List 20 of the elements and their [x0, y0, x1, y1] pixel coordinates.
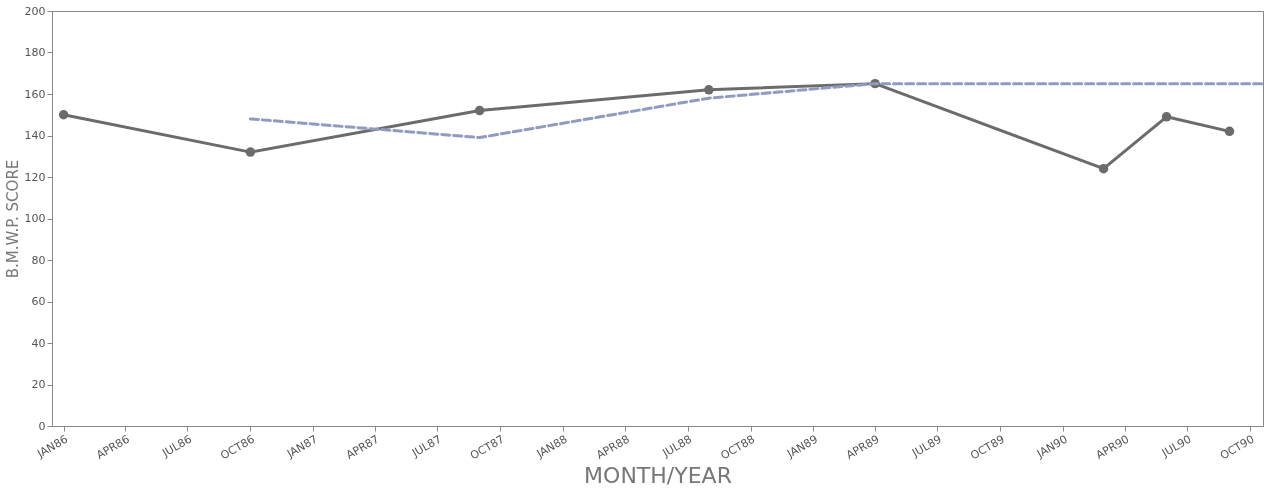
point — [474, 105, 485, 116]
point — [704, 85, 714, 95]
y-tick-label: 20 — [31, 378, 46, 391]
y-tick-label: 120 — [24, 170, 46, 184]
x-axis-title: MONTH/YEAR — [584, 462, 732, 488]
point — [245, 147, 256, 157]
y-tick-label: 80 — [31, 253, 46, 267]
point — [1098, 163, 1109, 174]
y-tick-label: 200 — [24, 4, 46, 18]
point — [1224, 126, 1235, 137]
y-tick-label: 160 — [24, 87, 46, 101]
y-tick-label: 60 — [31, 295, 46, 308]
y-tick-label: 100 — [24, 212, 46, 225]
y-tick-label: 140 — [24, 129, 46, 142]
point — [1161, 112, 1172, 122]
y-tick-label: 40 — [31, 336, 46, 350]
y-tick-label: 0 — [38, 419, 46, 433]
y-axis-title: B.M.W.P. SCORE — [3, 159, 22, 279]
point — [58, 110, 69, 120]
y-tick-label: 180 — [24, 46, 46, 59]
